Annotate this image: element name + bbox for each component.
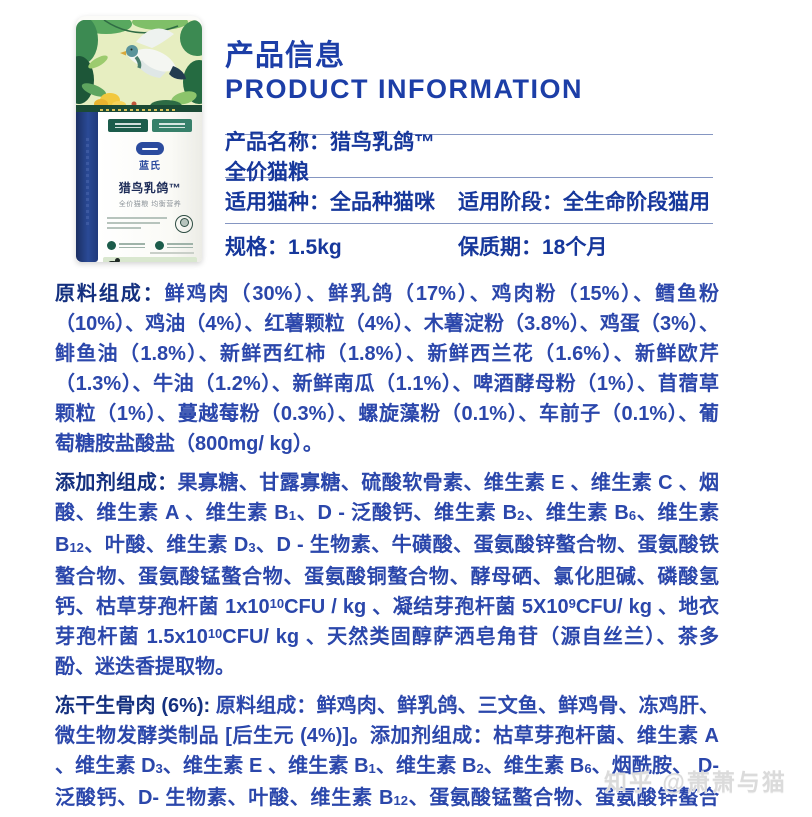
pigeon-illustration [76,20,202,114]
watermark: 知乎 @萧萧与猫 [604,769,787,795]
shelf-life-cell: 保质期：18个月 [458,236,608,259]
package-front-panel: 蓝氏 猎鸟乳鸽™ 全价猫粮 均衡营养 [98,112,202,262]
brand-name: 蓝氏 [139,161,161,172]
table-row-spec: 规格：1.5kg 保质期：18个月 [225,223,713,268]
package-side-gusset [76,112,98,262]
cat-breed-cell: 适用猫种：全品种猫咪 [225,190,435,214]
feature-icon [155,241,164,250]
feature-item [107,241,145,250]
spec-cell: 规格：1.5kg [225,236,342,259]
product-info-table: 产品名称：猎鸟乳鸽™ 全价猫粮 适用猫种：全品种猫咪 适用阶段：全生命阶段猫用 … [225,131,713,268]
brand-logo [136,142,164,155]
package-badges [98,119,202,132]
life-stage-cell: 适用阶段：全生命阶段猫用 [458,190,710,214]
package-bag-body: 蓝氏 猎鸟乳鸽™ 全价猫粮 均衡营养 [76,16,202,262]
package-artwork [76,20,202,114]
package-product-name: 猎鸟乳鸽™ [118,181,182,195]
cat-silhouette-icon [108,258,120,262]
package-tagline: 全价猫粮 均衡营养 [118,201,182,208]
package-slogan-band [76,105,202,114]
table-row-applicability: 适用猫种：全品种猫咪 适用阶段：全生命阶段猫用 [225,177,713,223]
ingredient-details: 原料组成：鲜鸡肉（30%）、鲜乳鸽（17%）、鸡肉粉（15%）、鳕鱼粉（10%）… [55,279,719,817]
product-package-photo: 蓝氏 猎鸟乳鸽™ 全价猫粮 均衡营养 [76,16,202,262]
page-title-en: PRODUCT INFORMATION [225,74,583,104]
paragraph-additives: 添加剂组成：果寡糖、甘露寡糖、硫酸软骨素、维生素 E 、维生素 C 、烟酸、维生… [55,472,720,678]
package-feature-list [107,241,193,250]
paragraph-ingredients: 原料组成：鲜鸡肉（30%）、鲜乳鸽（17%）、鸡肉粉（15%）、鳕鱼粉（10%）… [55,283,720,455]
package-badge-right [152,119,192,132]
page-title-zh: 产品信息 [225,40,346,72]
product-name-cell: 产品名称：猎鸟乳鸽™ 全价猫粮 [225,131,435,184]
feature-icon [107,241,116,250]
package-fineprint [107,215,193,237]
package-bottom-text [150,252,194,254]
package-info-strip [103,257,197,262]
certification-seal-icon [175,215,193,233]
feature-item [155,241,193,250]
package-badge-left [108,119,148,132]
table-row-product-name: 产品名称：猎鸟乳鸽™ 全价猫粮 [225,131,713,184]
paragraph-freeze-dried-raw-bone-meat: 冻干生骨肉 (6%): 原料组成：鲜鸡肉、鲜乳鸽、三文鱼、鲜鸡骨、冻鸡肝、微生物… [55,695,720,809]
